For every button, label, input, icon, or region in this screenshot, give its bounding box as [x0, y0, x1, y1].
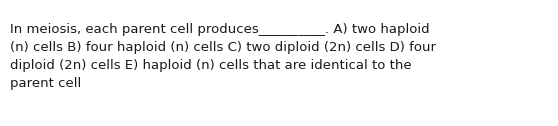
Text: In meiosis, each parent cell produces__________. A) two haploid
(n) cells B) fou: In meiosis, each parent cell produces___…: [10, 23, 436, 90]
